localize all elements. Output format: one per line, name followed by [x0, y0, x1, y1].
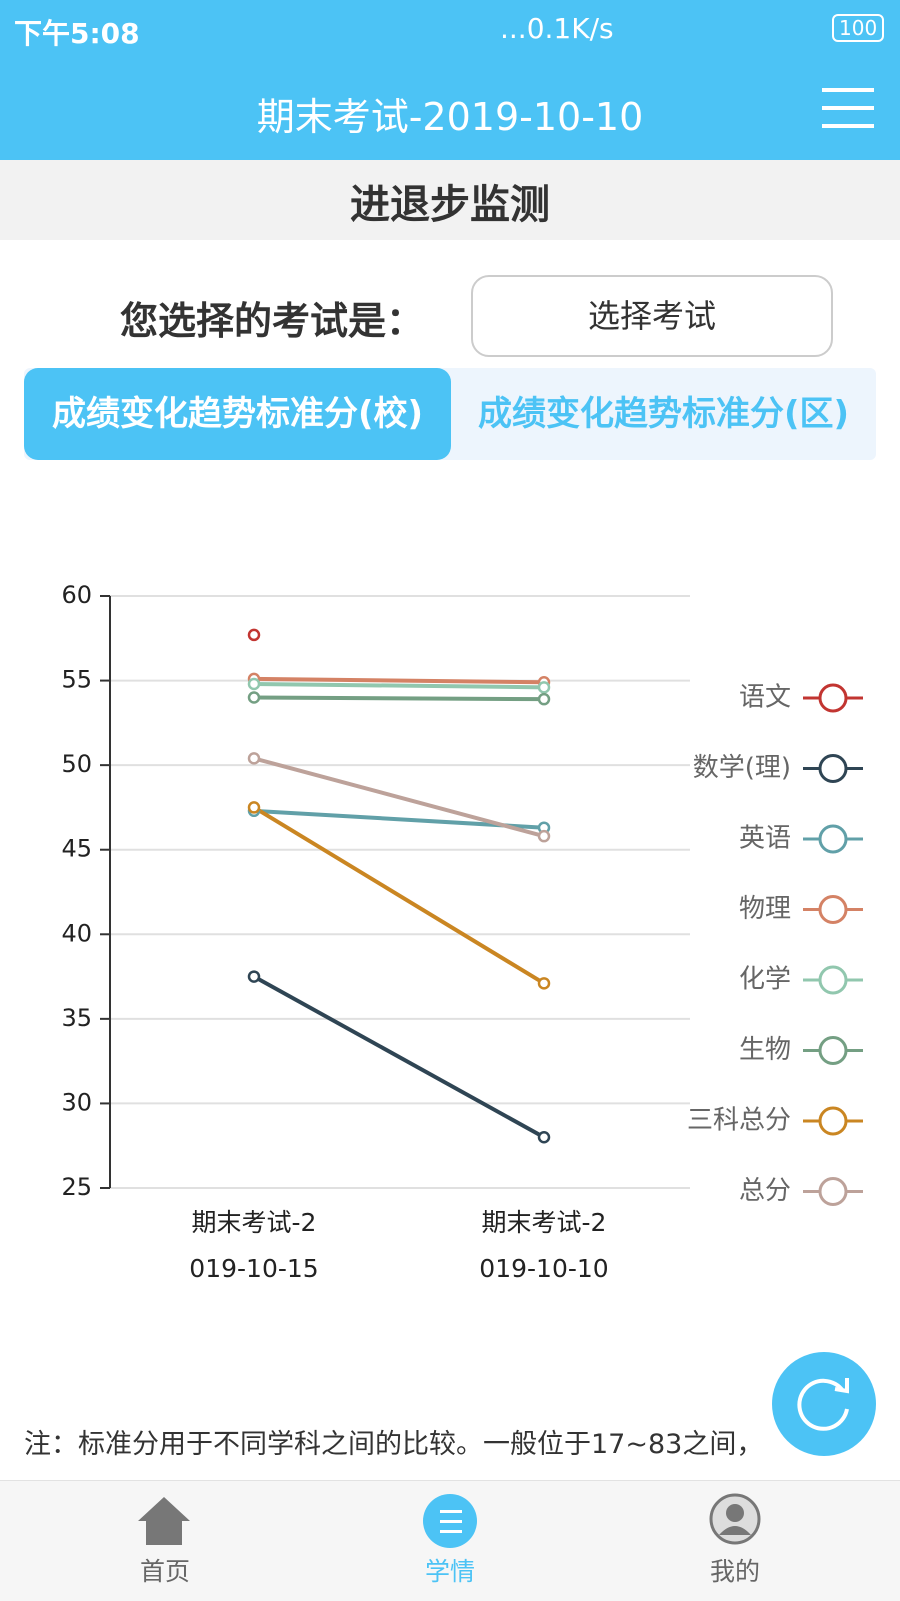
data-point — [537, 829, 551, 843]
data-point — [247, 801, 261, 814]
series-line — [253, 681, 545, 690]
y-tick-label: 35 — [61, 1004, 92, 1032]
legend-item[interactable]: 总分 — [739, 1176, 863, 1206]
legend-label: 三科总分 — [687, 1106, 791, 1136]
series-line — [253, 974, 545, 1140]
status-time: 下午5:08 — [14, 17, 140, 50]
y-tick-label: 55 — [61, 666, 92, 694]
x-tick-label: 期末考试-2019-10-15 — [189, 1208, 319, 1283]
x-tick-label: 期末考试-2019-10-10 — [479, 1208, 609, 1283]
data-point — [537, 1131, 551, 1144]
menu-icon[interactable] — [822, 86, 874, 130]
data-point — [537, 692, 551, 706]
data-point — [247, 677, 261, 691]
data-point — [247, 970, 261, 983]
legend-label: 英语 — [739, 824, 791, 854]
home-icon[interactable] — [136, 1495, 192, 1547]
refresh-button[interactable] — [771, 1351, 877, 1457]
bottom-nav — [0, 1480, 900, 1601]
data-point — [247, 752, 261, 765]
legend-label: 生物 — [739, 1035, 791, 1065]
section-band: 进退步监测 — [0, 160, 900, 240]
tab-active[interactable]: 成绩变化趋势标准分(校) — [24, 368, 451, 460]
data-point — [537, 977, 551, 990]
legend-item[interactable]: 英语 — [739, 824, 863, 854]
legend-marker — [818, 965, 848, 995]
series-line — [253, 756, 545, 839]
series-line — [253, 676, 545, 685]
legend-item[interactable]: 生物 — [739, 1035, 863, 1065]
y-tick-label: 45 — [61, 835, 92, 863]
exam-label: 您选择的考试是： — [120, 299, 425, 343]
nav-label[interactable]: 首页 — [139, 1557, 190, 1586]
header-title: 期末考试-2019-10-10 — [256, 95, 644, 139]
legend-label: 物理 — [739, 894, 791, 924]
legend-item[interactable]: 化学 — [739, 965, 863, 995]
app-header: 期末考试-2019-10-10 — [0, 60, 900, 160]
legend-marker — [818, 824, 848, 854]
y-tick-label: 40 — [61, 919, 92, 947]
nav-label[interactable]: 学情 — [424, 1557, 475, 1586]
y-tick-label: 30 — [61, 1088, 92, 1116]
nav-label[interactable]: 我的 — [709, 1557, 760, 1586]
legend-marker — [818, 1106, 848, 1136]
data-point — [537, 681, 551, 694]
legend-marker — [818, 754, 848, 783]
status-bar: 下午5:08 ...0.1K/s 100 — [0, 0, 900, 60]
section-title: 进退步监测 — [350, 182, 550, 228]
legend-marker — [818, 895, 848, 924]
select-exam-button[interactable]: 选择考试 — [471, 275, 833, 357]
legend-item[interactable]: 物理 — [739, 894, 863, 924]
legend-item[interactable]: 三科总分 — [687, 1106, 863, 1136]
legend-marker — [818, 1036, 848, 1065]
y-tick-label: 25 — [61, 1173, 92, 1201]
legend-label: 化学 — [739, 965, 791, 995]
status-speed: ...0.1K/s — [500, 12, 614, 45]
legend-item[interactable]: 数学(理) — [693, 753, 863, 783]
data-point — [247, 628, 261, 642]
legend-marker — [818, 683, 848, 713]
profile-icon[interactable] — [709, 1493, 761, 1545]
data-point — [247, 691, 261, 704]
battery: 100 — [832, 14, 885, 42]
y-tick-label: 50 — [61, 750, 92, 778]
y-tick-label: 60 — [61, 581, 92, 609]
legend-label: 数学(理) — [693, 753, 791, 783]
legend-marker — [818, 1177, 848, 1206]
study-icon[interactable] — [422, 1493, 478, 1549]
legend-label: 语文 — [739, 683, 791, 713]
note: 注：标准分用于不同学科之间的比较。一般位于17~83之间， — [24, 1429, 764, 1460]
series-line — [252, 805, 546, 986]
series-line — [253, 695, 545, 702]
legend-label: 总分 — [739, 1176, 791, 1206]
tab[interactable]: 成绩变化趋势标准分(区) — [477, 394, 850, 434]
legend-item[interactable]: 语文 — [739, 683, 863, 713]
